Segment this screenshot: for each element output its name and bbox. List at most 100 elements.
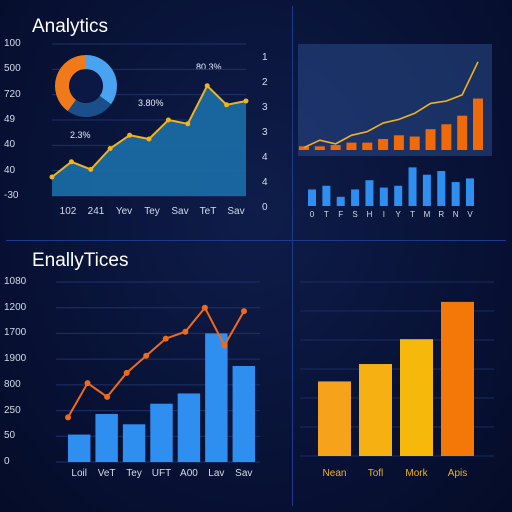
bar (422, 174, 431, 206)
y-tick-label: 250 (4, 404, 21, 416)
right-axis-label: 0 (262, 202, 268, 213)
x-tick-label: 0 (309, 210, 315, 219)
data-point (107, 146, 113, 151)
bar (473, 98, 483, 150)
x-tick-label: Tey (126, 468, 142, 479)
bar (441, 124, 452, 150)
bar (451, 182, 460, 206)
data-point (185, 121, 191, 127)
right-axis-label: 4 (262, 177, 268, 188)
data-point (221, 342, 228, 349)
x-tick-label: Nean (322, 468, 347, 479)
bar (378, 138, 389, 150)
x-tick-label: M (423, 210, 431, 219)
x-tick-label: T (323, 210, 329, 219)
series-line (67, 305, 245, 418)
bar (400, 339, 433, 456)
donut-slice (67, 95, 112, 117)
bar (408, 167, 417, 206)
data-point (127, 132, 133, 138)
x-tick-label: Y (395, 210, 401, 219)
data-point (49, 174, 55, 180)
vertical-divider (292, 6, 293, 506)
y-tick-label: 50 (4, 430, 16, 442)
y-tick-label: 800 (4, 378, 21, 390)
data-point (65, 414, 71, 421)
bar (299, 146, 309, 150)
x-tick-label: Sav (235, 468, 253, 479)
bar (466, 178, 474, 206)
bottom-left-title: EnallyTices (32, 250, 129, 271)
data-point (243, 98, 249, 104)
y-tick-label: 100 (4, 38, 21, 49)
annotation: 80.3% (196, 62, 222, 72)
x-tick-label: R (438, 210, 445, 219)
bar (68, 434, 91, 462)
y-tick-label: 40 (4, 139, 16, 151)
y-tick-label: 1700 (4, 327, 27, 339)
y-tick-label: 1080 (4, 276, 27, 287)
x-tick-label: Apis (447, 468, 468, 479)
bar (425, 129, 436, 150)
x-tick-label: Tofl (367, 468, 384, 479)
bar (95, 414, 118, 462)
x-tick-label: A00 (180, 468, 198, 479)
donut-slice (55, 55, 87, 112)
x-tick-label: Yev (115, 206, 133, 217)
x-tick-label: S (352, 210, 358, 219)
data-point (68, 159, 74, 165)
y-tick-label: 0 (4, 456, 10, 467)
annotation: 3.80% (138, 98, 164, 108)
bar (232, 366, 255, 462)
x-tick-label: VeT (97, 468, 116, 479)
right-axis-label: 2 (262, 77, 268, 88)
x-tick-label: N (452, 210, 459, 219)
bar (336, 196, 345, 206)
bar (205, 333, 228, 462)
bar (330, 145, 341, 150)
right-axis-label: 4 (262, 152, 268, 163)
bar (308, 189, 316, 206)
x-tick-label: V (467, 210, 473, 219)
data-point (146, 136, 152, 142)
top-left-title: Analytics (32, 16, 109, 37)
bar (437, 171, 446, 206)
bar (122, 424, 146, 462)
bar (351, 189, 360, 206)
donut-hole (70, 70, 102, 102)
right-axis-label: 3 (262, 127, 268, 138)
x-tick-label: T (410, 210, 415, 219)
bar (346, 142, 357, 150)
y-tick-label: 49 (4, 114, 16, 125)
bar (379, 187, 388, 206)
data-point (104, 393, 111, 400)
x-tick-label: I (382, 210, 385, 219)
y-tick-label: -30 (4, 190, 19, 201)
bar (177, 393, 201, 462)
right-axis-label: 1 (262, 52, 268, 63)
data-point (123, 369, 130, 376)
data-point (182, 328, 189, 335)
bar (359, 364, 392, 456)
x-tick-label: Sav (227, 206, 245, 217)
data-point (143, 352, 150, 359)
data-point (201, 304, 208, 311)
x-tick-label: Mork (405, 468, 428, 479)
bar (314, 146, 325, 150)
bar (409, 136, 420, 150)
y-tick-label: 720 (4, 88, 21, 100)
bar (394, 185, 403, 206)
data-point (241, 308, 247, 315)
data-point (84, 380, 91, 387)
y-tick-label: 1200 (4, 301, 27, 313)
donut-slice (85, 55, 117, 105)
data-point (88, 166, 94, 172)
x-tick-label: Tey (144, 206, 160, 217)
data-point (224, 102, 230, 108)
bar (322, 185, 331, 206)
x-tick-label: Sav (171, 206, 189, 217)
data-point (162, 335, 169, 342)
y-tick-label: 500 (4, 63, 21, 75)
